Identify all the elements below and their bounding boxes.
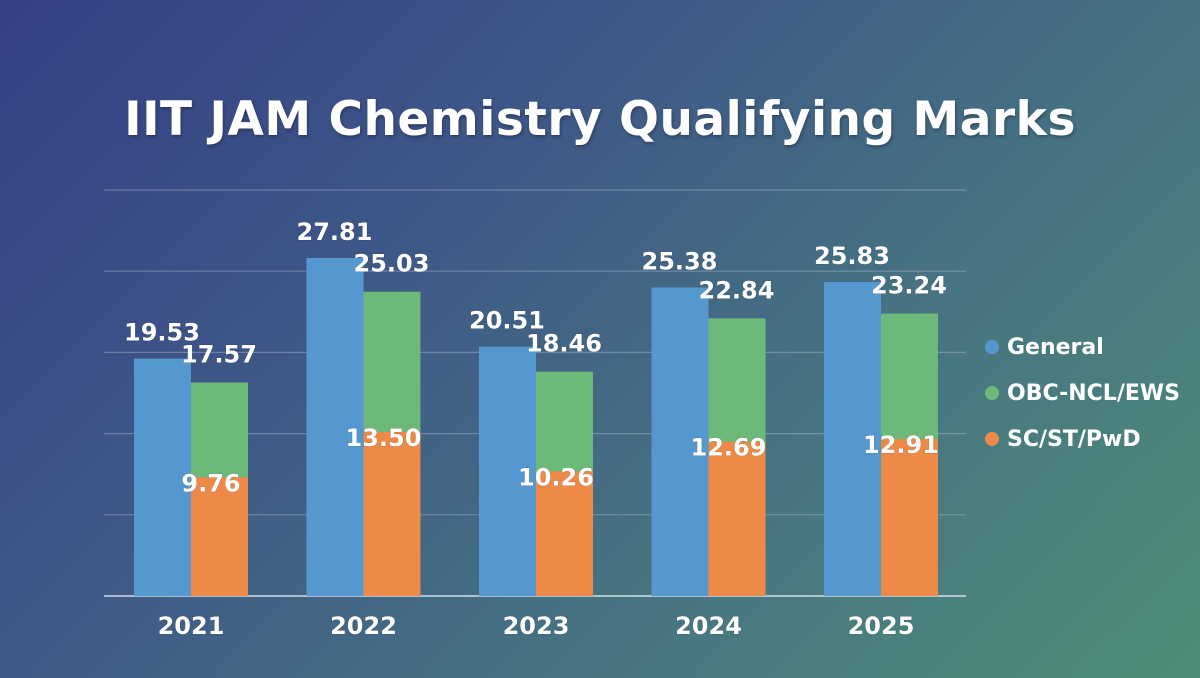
x-tick-label: 2021 [158, 612, 225, 640]
x-tick-label: 2022 [330, 612, 397, 640]
bar-sc-st-pwd [363, 431, 421, 596]
legend-swatch [985, 386, 999, 400]
data-label-general: 20.51 [469, 307, 545, 335]
data-label-general: 27.81 [297, 218, 373, 246]
legend-item-sc: SC/ST/PwD [985, 416, 1180, 462]
bar-general [306, 257, 364, 596]
x-tick-label: 2024 [675, 612, 742, 640]
bar-sc-st-pwd [536, 471, 593, 596]
data-label-general: 19.53 [124, 319, 200, 347]
data-label-sc-st-pwd: 13.50 [346, 424, 422, 452]
bar-sc-st-pwd [881, 439, 938, 596]
legend-item-general: General [985, 324, 1180, 370]
legend-label: OBC-NCL/EWS [1007, 380, 1181, 406]
data-label-obc-ncl-ews: 17.57 [181, 340, 257, 368]
data-label-sc-st-pwd: 10.26 [518, 463, 594, 491]
x-tick-label: 2023 [503, 612, 570, 640]
legend-item-obc: OBC-NCL/EWS [985, 370, 1180, 416]
data-label-sc-st-pwd: 9.76 [181, 469, 240, 497]
bar-general [651, 287, 709, 596]
bar-sc-st-pwd [191, 477, 248, 596]
data-label-general: 25.38 [642, 247, 718, 275]
x-tick-label: 2025 [848, 612, 915, 640]
chart-title: IIT JAM Chemistry Qualifying Marks [124, 92, 1076, 147]
data-label-general: 25.83 [814, 242, 890, 270]
data-label-sc-st-pwd: 12.69 [691, 434, 767, 462]
data-label-obc-ncl-ews: 22.84 [699, 276, 775, 304]
data-label-obc-ncl-ews: 25.03 [354, 250, 430, 278]
data-label-sc-st-pwd: 12.91 [863, 431, 939, 459]
legend-label: General [1007, 334, 1104, 360]
legend-label: SC/ST/PwD [1007, 426, 1141, 452]
bar-sc-st-pwd [708, 441, 766, 596]
bar-general [479, 346, 536, 596]
legend-swatch [985, 432, 999, 446]
legend: General OBC-NCL/EWS SC/ST/PwD [985, 324, 1180, 462]
legend-swatch [985, 340, 999, 354]
bar-general [824, 282, 881, 596]
data-label-obc-ncl-ews: 18.46 [526, 330, 602, 358]
data-label-obc-ncl-ews: 23.24 [871, 272, 947, 300]
bar-general [134, 358, 191, 596]
